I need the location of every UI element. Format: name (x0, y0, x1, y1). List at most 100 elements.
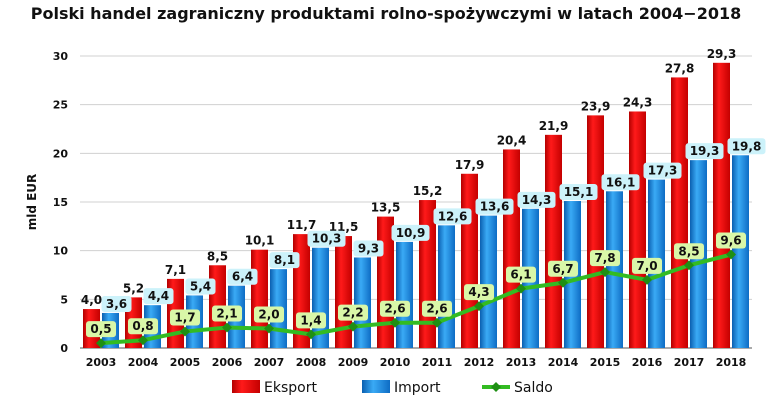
svg-text:13,5: 13,5 (371, 201, 401, 215)
x-tick-label: 2007 (254, 356, 285, 369)
saldo-point (684, 260, 694, 271)
svg-text:1,4: 1,4 (300, 313, 321, 327)
bar-import (438, 225, 455, 348)
saldo-point (222, 322, 232, 333)
svg-text:23,9: 23,9 (581, 99, 611, 113)
import-value-label: 6,4 (227, 268, 258, 285)
svg-text:Eksport: Eksport (264, 380, 317, 396)
saldo-point (642, 274, 652, 285)
saldo-line (99, 252, 733, 346)
saldo-value-label: 6,7 (548, 260, 578, 277)
saldo-value-label: 1,7 (170, 309, 200, 326)
svg-text:19,8: 19,8 (732, 139, 762, 153)
saldo-value-label: 0,8 (128, 318, 158, 335)
saldo-point (726, 249, 736, 260)
saldo-point (558, 277, 568, 288)
x-tick-label: 2010 (380, 356, 411, 369)
svg-text:Import: Import (394, 380, 441, 396)
eksport-value-label: 4,0 (81, 293, 102, 307)
saldo-point (600, 267, 610, 278)
saldo-point (264, 323, 274, 334)
eksport-value-label: 15,2 (413, 184, 443, 198)
bar-eksport (251, 249, 268, 348)
bar-eksport (461, 173, 478, 348)
import-value-label: 17,3 (643, 162, 682, 179)
svg-text:17,9: 17,9 (455, 158, 485, 172)
svg-text:8,1: 8,1 (274, 253, 295, 267)
import-value-label: 10,3 (307, 230, 346, 247)
saldo-point (516, 283, 526, 294)
svg-text:12,6: 12,6 (438, 209, 468, 223)
import-value-label: 16,1 (601, 174, 640, 191)
eksport-value-label: 5,2 (123, 281, 144, 295)
saldo-point (348, 321, 358, 332)
legend-item-saldo: Saldo (482, 380, 553, 396)
svg-text:2,2: 2,2 (342, 306, 363, 320)
svg-text:8,5: 8,5 (207, 249, 228, 263)
svg-text:6,4: 6,4 (232, 270, 253, 284)
import-value-label: 19,3 (685, 143, 724, 160)
import-value-label: 15,1 (559, 184, 598, 201)
svg-text:7,0: 7,0 (636, 259, 657, 273)
svg-text:4,4: 4,4 (148, 289, 169, 303)
saldo-value-label: 8,5 (674, 243, 704, 260)
svg-text:0,8: 0,8 (132, 319, 153, 333)
svg-text:0,5: 0,5 (90, 322, 111, 336)
svg-text:2,6: 2,6 (426, 302, 447, 316)
svg-text:10,1: 10,1 (245, 234, 275, 248)
y-tick-label: 25 (53, 99, 68, 112)
svg-text:27,8: 27,8 (665, 61, 695, 75)
svg-text:3,6: 3,6 (106, 297, 127, 311)
saldo-value-label: 2,0 (254, 306, 284, 323)
import-value-label: 9,3 (353, 240, 384, 257)
saldo-value-label: 0,5 (86, 321, 116, 338)
saldo-point (432, 317, 442, 328)
x-tick-label: 2018 (716, 356, 747, 369)
import-value-label: 12,6 (433, 208, 472, 225)
x-tick-label: 2005 (170, 356, 201, 369)
eksport-value-label: 27,8 (665, 61, 695, 75)
y-tick-label: 15 (53, 196, 68, 209)
saldo-value-label: 2,6 (380, 300, 410, 317)
eksport-value-label: 17,9 (455, 158, 485, 172)
bar-eksport (587, 115, 604, 348)
x-tick-label: 2013 (506, 356, 537, 369)
x-tick-label: 2012 (464, 356, 495, 369)
svg-text:11,5: 11,5 (329, 220, 359, 234)
eksport-value-label: 13,5 (371, 201, 401, 215)
svg-text:10,3: 10,3 (312, 232, 342, 246)
eksport-value-label: 8,5 (207, 249, 228, 263)
saldo-value-label: 7,0 (632, 257, 662, 274)
chart-title: Polski handel zagraniczny produktami rol… (30, 4, 742, 23)
svg-text:7,1: 7,1 (165, 263, 186, 277)
svg-text:15,1: 15,1 (564, 185, 594, 199)
svg-text:29,3: 29,3 (707, 47, 737, 61)
saldo-point (180, 326, 190, 337)
svg-text:20,4: 20,4 (497, 133, 527, 147)
svg-text:5,4: 5,4 (190, 279, 211, 293)
bar-import (732, 155, 749, 348)
bar-eksport (629, 111, 646, 348)
eksport-value-label: 10,1 (245, 234, 275, 248)
bar-import (354, 257, 371, 348)
svg-text:6,1: 6,1 (510, 268, 531, 282)
saldo-value-label: 2,6 (422, 300, 452, 317)
y-tick-label: 0 (60, 342, 68, 355)
svg-text:19,3: 19,3 (690, 144, 720, 158)
saldo-value-label: 6,1 (506, 266, 536, 283)
bar-eksport (377, 216, 394, 348)
svg-text:14,3: 14,3 (522, 193, 552, 207)
svg-text:9,3: 9,3 (358, 241, 379, 255)
import-value-label: 8,1 (269, 252, 300, 269)
saldo-point (138, 335, 148, 346)
saldo-point (96, 338, 106, 349)
svg-text:13,6: 13,6 (480, 200, 510, 214)
eksport-value-label: 29,3 (707, 47, 737, 61)
x-tick-label: 2009 (338, 356, 369, 369)
eksport-value-label: 11,5 (329, 220, 359, 234)
svg-text:5,2: 5,2 (123, 281, 144, 295)
y-tick-label: 30 (53, 50, 69, 63)
x-tick-label: 2008 (296, 356, 327, 369)
y-tick-label: 5 (60, 293, 68, 306)
import-value-label: 4,4 (143, 288, 174, 305)
